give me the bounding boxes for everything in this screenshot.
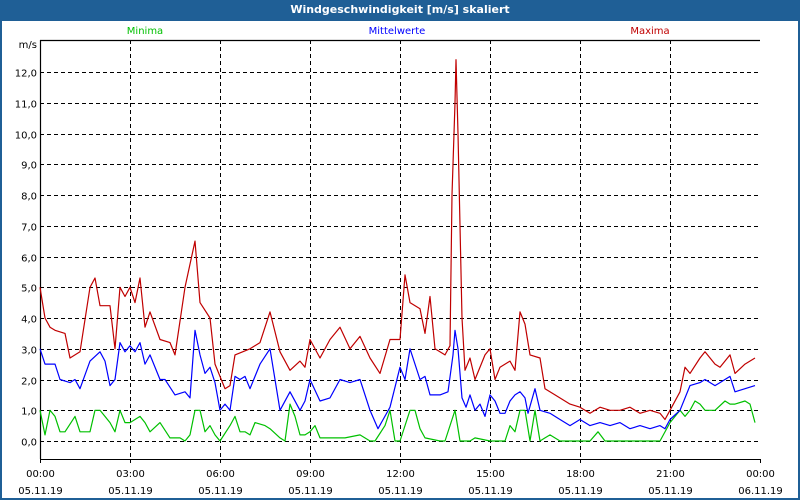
y-tick-label: 11,0 (15, 100, 37, 111)
x-tick-date: 05.11.19 (468, 486, 513, 497)
window-title: Windgeschwindigkeit [m/s] skaliert (290, 3, 510, 16)
x-tick-time: 12:00 (386, 469, 415, 480)
series-line-minima (39, 400, 756, 442)
y-tick-label: 2,0 (21, 377, 37, 388)
y-axis-unit: m/s (19, 40, 37, 51)
series-line-maxima (39, 59, 756, 421)
y-tick-label: 7,0 (21, 223, 37, 234)
x-tick-time: 09:00 (296, 469, 325, 480)
x-tick-time: 06:00 (206, 469, 235, 480)
y-tick-label: 10,0 (15, 131, 37, 142)
x-tick-time: 21:00 (656, 469, 685, 480)
legend-mittelwerte: Mittelwerte (369, 26, 426, 37)
y-tick-label: 8,0 (21, 192, 37, 203)
series-line-mittelwerte (39, 329, 756, 430)
x-tick-date: 05.11.19 (378, 486, 423, 497)
x-tick-date: 05.11.19 (108, 486, 153, 497)
y-tick-label: 3,0 (21, 346, 37, 357)
x-tick-time: 18:00 (566, 469, 595, 480)
y-tick-label: 6,0 (21, 254, 37, 265)
y-tick-label: 12,0 (15, 69, 37, 80)
x-tick-time: 03:00 (116, 469, 145, 480)
x-tick-date: 05.11.19 (18, 486, 63, 497)
y-tick-label: 0,0 (21, 438, 37, 449)
y-tick-label: 4,0 (21, 315, 37, 326)
x-tick-date: 06.11.19 (738, 486, 783, 497)
x-tick-time: 00:00 (746, 469, 775, 480)
y-tick-label: 5,0 (21, 284, 37, 295)
x-tick-date: 05.11.19 (558, 486, 603, 497)
legend-minima: Minima (127, 26, 163, 37)
x-tick-time: 15:00 (476, 469, 505, 480)
y-tick-label: 1,0 (21, 407, 37, 418)
x-tick-date: 05.11.19 (288, 486, 333, 497)
x-tick-date: 05.11.19 (198, 486, 243, 497)
legend-maxima: Maxima (630, 26, 669, 37)
x-tick-time: 00:00 (26, 469, 55, 480)
y-tick-label: 9,0 (21, 161, 37, 172)
x-tick-date: 05.11.19 (648, 486, 693, 497)
